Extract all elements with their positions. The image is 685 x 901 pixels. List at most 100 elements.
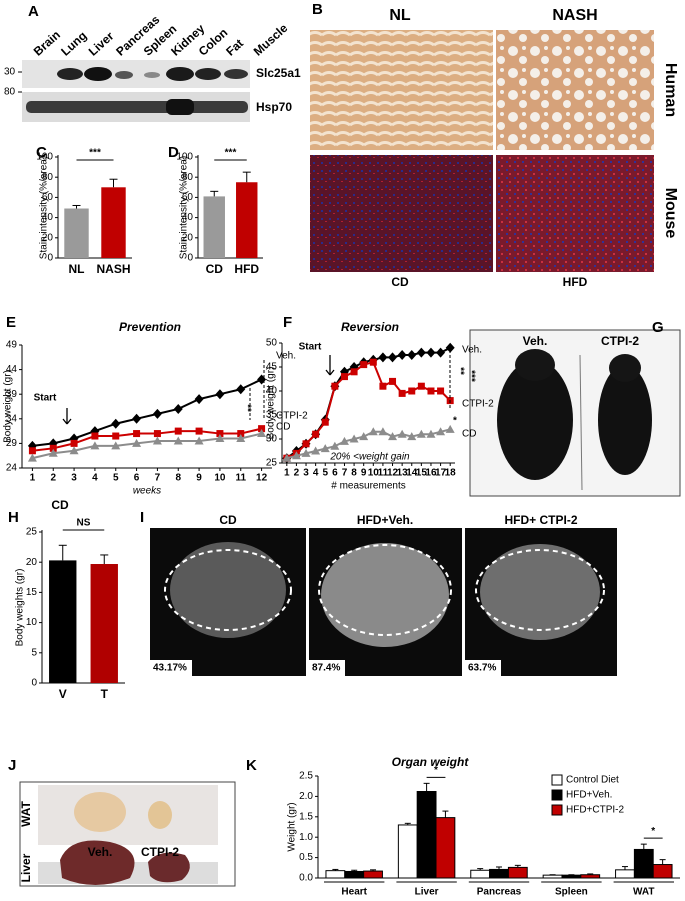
- bar: [561, 874, 582, 879]
- x-tick-label: 5: [113, 473, 119, 484]
- y-tick-label: 0: [47, 253, 53, 264]
- x-tick-label: 2: [50, 473, 56, 484]
- annotation: *: [651, 826, 655, 837]
- y-tick-label: 1.5: [299, 811, 313, 822]
- data-point: [339, 436, 349, 445]
- data-point: [173, 436, 183, 445]
- chart-title: CD: [51, 498, 69, 512]
- bar: [203, 196, 225, 258]
- x-tick-label: Liver: [415, 887, 439, 898]
- y-tick-label: 39: [6, 389, 18, 400]
- y-tick-label: 44: [6, 364, 18, 375]
- chart-title: Reversion: [341, 320, 399, 334]
- y-tick-label: 80: [42, 172, 54, 183]
- data-point: [416, 429, 426, 438]
- mri-images: [150, 528, 617, 676]
- y-tick-label: 25: [26, 527, 38, 538]
- x-tick-label: 16: [425, 468, 437, 479]
- data-point: [291, 451, 301, 460]
- fat-percent: 87.4%: [312, 663, 340, 674]
- bar: [64, 208, 89, 258]
- y-tick-label: 40: [266, 386, 278, 397]
- column-label: NL: [389, 7, 411, 24]
- data-point: [236, 433, 246, 442]
- x-tick-label: 10: [368, 468, 380, 479]
- y-axis-label: Body weight (gr): [3, 370, 14, 443]
- annotation: *: [434, 765, 438, 776]
- x-tick-label: 1: [30, 473, 36, 484]
- bar: [542, 874, 563, 879]
- panel-letter: K: [246, 757, 257, 774]
- x-tick-label: NASH: [96, 262, 130, 276]
- annotation: *: [453, 416, 457, 427]
- panel-letter: B: [312, 1, 323, 18]
- bar: [580, 874, 601, 879]
- data-point: [436, 347, 446, 358]
- data-point: [398, 389, 406, 397]
- data-point: [302, 440, 310, 448]
- y-tick-label: 40: [182, 212, 194, 223]
- arrow: [62, 418, 68, 425]
- bar: [101, 187, 126, 258]
- series-label: Veh.: [462, 345, 482, 356]
- data-point: [359, 432, 369, 441]
- tissue-label: Brain: [31, 28, 63, 59]
- data-point: [340, 373, 348, 381]
- data-point: [301, 448, 311, 457]
- bar: [397, 824, 418, 879]
- arrow: [325, 369, 331, 376]
- data-point: [153, 430, 161, 438]
- data-point: [311, 446, 321, 455]
- data-point: [90, 441, 100, 450]
- y-tick-label: 20: [26, 557, 38, 568]
- tissue-label: Liver: [86, 29, 117, 59]
- annotation: ***: [225, 148, 237, 159]
- data-point: [397, 429, 407, 438]
- row-label: WAT: [19, 800, 33, 826]
- data-point: [111, 441, 121, 450]
- data-point: [379, 382, 387, 390]
- x-tick-label: 17: [435, 468, 447, 479]
- western-blot: [22, 60, 250, 122]
- x-axis-label: weeks: [133, 486, 161, 497]
- data-point: [91, 432, 99, 440]
- x-tick-label: 13: [397, 468, 409, 479]
- mw-marker: 30: [4, 67, 16, 78]
- annotation: Start: [299, 342, 322, 353]
- y-tick-label: 80: [182, 172, 194, 183]
- y-tick-label: 2.0: [299, 791, 313, 802]
- data-point: [397, 350, 407, 360]
- data-point: [378, 427, 388, 436]
- row-label: Liver: [19, 853, 33, 882]
- panel-letter: I: [140, 509, 144, 526]
- y-tick-label: 15: [26, 587, 38, 598]
- x-tick-label: 18: [445, 468, 457, 479]
- y-tick-label: 29: [6, 438, 18, 449]
- data-point: [216, 430, 224, 438]
- x-tick-label: 2: [294, 468, 300, 479]
- data-point: [436, 427, 446, 436]
- bar: [416, 791, 437, 879]
- annotation: 20% <weight gain: [329, 452, 410, 463]
- chart-title: Organ weight: [392, 755, 470, 769]
- series-label: CTPI-2: [462, 399, 494, 410]
- series-label: CTPI-2: [276, 411, 308, 422]
- tissue-label: Fat: [223, 36, 246, 58]
- bar: [49, 560, 77, 683]
- bar: [507, 866, 528, 879]
- data-point: [349, 434, 359, 443]
- data-point: [48, 448, 58, 457]
- x-tick-label: 11: [235, 473, 246, 484]
- x-tick-label: 7: [342, 468, 348, 479]
- photo-label: CTPI-2: [141, 845, 179, 859]
- data-point: [194, 436, 204, 445]
- data-point: [132, 413, 142, 424]
- data-point: [426, 429, 436, 438]
- arrow: [66, 418, 72, 425]
- data-point: [330, 441, 340, 450]
- data-point: [445, 424, 455, 433]
- data-point: [70, 439, 78, 447]
- y-tick-label: 0: [187, 253, 193, 264]
- data-point: [133, 430, 141, 438]
- data-point: [257, 429, 267, 438]
